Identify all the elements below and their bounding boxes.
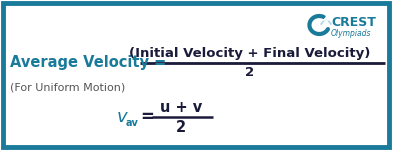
Text: $\mathbf{\mathit{v}}$: $\mathbf{\mathit{v}}$ [116,108,128,126]
Text: =: = [140,108,154,126]
Text: 2: 2 [245,66,254,80]
Text: 2: 2 [176,120,186,135]
Text: av: av [125,118,138,128]
Text: Average Velocity =: Average Velocity = [10,54,166,69]
Text: Olympiads: Olympiads [331,30,372,39]
Text: u + v: u + v [160,99,202,114]
Text: (Initial Velocity + Final Velocity): (Initial Velocity + Final Velocity) [129,46,370,60]
Text: (For Uniform Motion): (For Uniform Motion) [10,83,125,93]
Text: CREST: CREST [331,16,376,30]
FancyBboxPatch shape [3,3,389,147]
